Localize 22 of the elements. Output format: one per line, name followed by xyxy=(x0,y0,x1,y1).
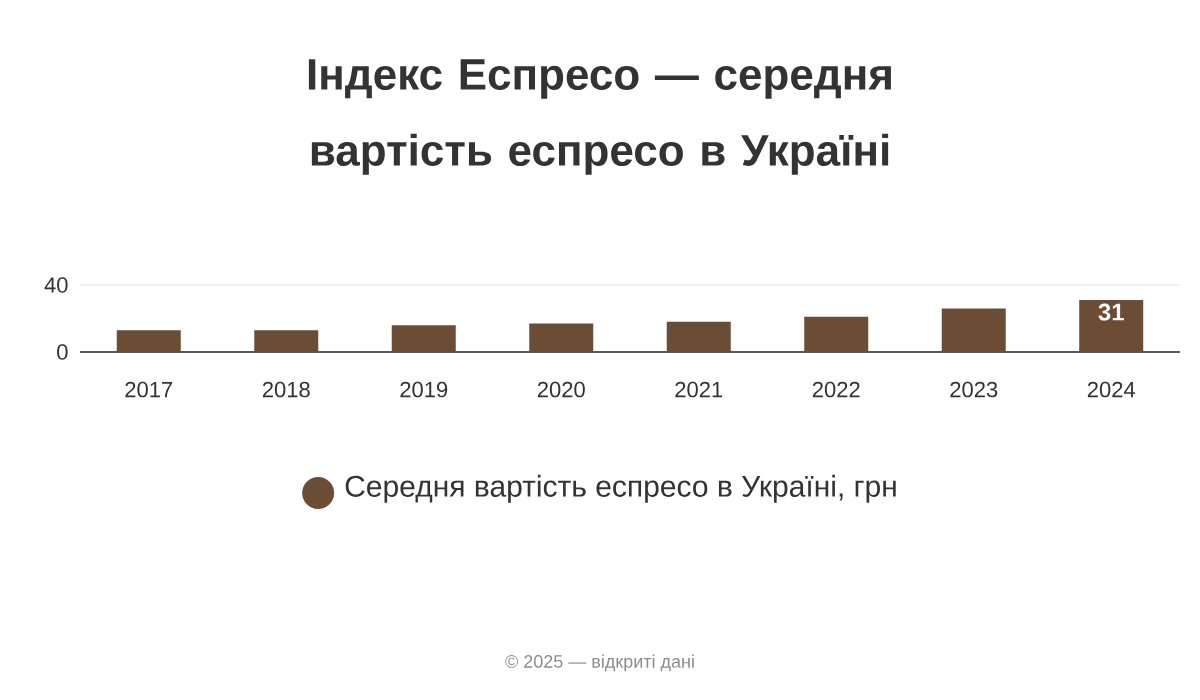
x-tick-label: 2023 xyxy=(950,381,998,398)
bar xyxy=(804,316,869,352)
x-tick-label: 2021 xyxy=(675,381,723,398)
y-tick-label: 0 xyxy=(57,344,68,360)
bar xyxy=(391,325,456,352)
x-tick-label: 2018 xyxy=(262,381,310,398)
text: © 2025 — відкриті дані xyxy=(505,654,694,672)
bar xyxy=(254,330,319,352)
y-tick-label: 40 xyxy=(44,277,68,293)
data-label: 31 xyxy=(1098,303,1124,321)
x-tick-label: 2024 xyxy=(1087,381,1136,398)
bar xyxy=(666,321,731,352)
x-tick-label: 2019 xyxy=(400,381,448,398)
chart-title: Індекс Еспресо — середня вартість еспресо в Україні xyxy=(308,59,891,175)
bar xyxy=(1079,300,1144,352)
bar xyxy=(941,308,1006,352)
bar xyxy=(529,323,594,352)
x-tick-label: 2017 xyxy=(125,381,173,398)
x-tick-label: 2020 xyxy=(537,381,585,398)
x-tick-label: 2022 xyxy=(812,381,860,398)
legend-label: Середня вартість еспресо в Україні, грн xyxy=(345,474,896,503)
bar xyxy=(116,330,181,352)
